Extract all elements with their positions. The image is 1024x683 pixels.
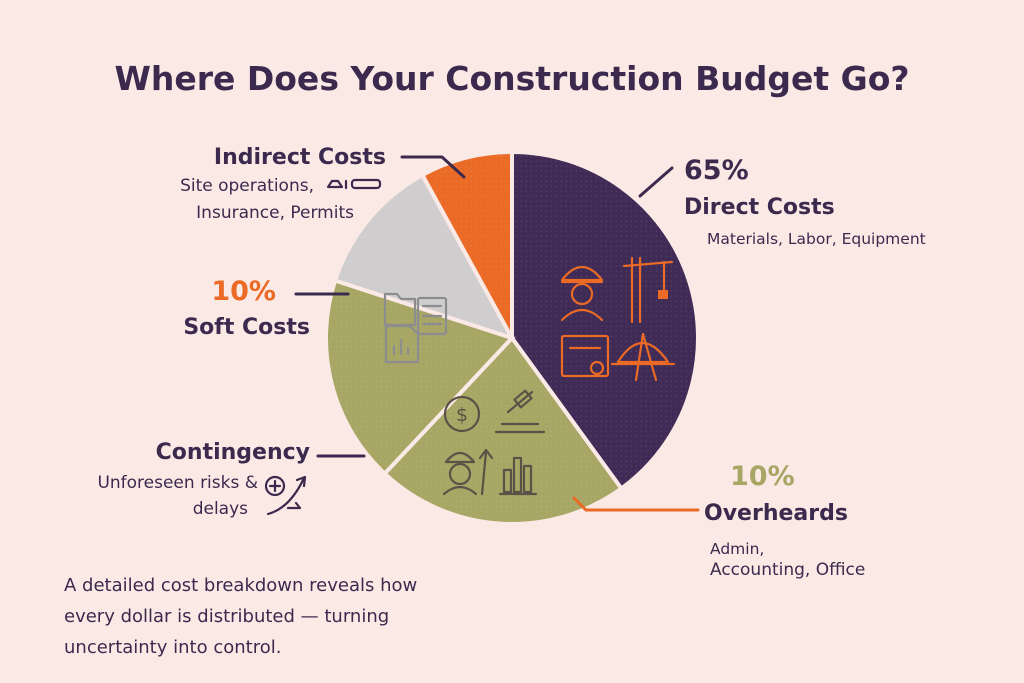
overheads-description-line-1: Admin, <box>710 540 764 558</box>
overheads-description-line-2: Accounting, Office <box>710 560 865 580</box>
caption-line-3: uncertainty into control. <box>64 637 281 658</box>
direct-costs-label: Direct Costs <box>684 195 835 220</box>
caption-line-1: A detailed cost breakdown reveals how <box>64 575 417 596</box>
contingency-description-line-1: Unforeseen risks & <box>97 473 258 493</box>
leader-lines <box>294 155 700 512</box>
contingency-description-line-2: delays <box>193 499 248 519</box>
growth-bars-icon <box>498 456 538 496</box>
engineer-icon <box>442 448 494 496</box>
overheads-label: Overheards <box>704 501 848 526</box>
overheads-percent: 10% <box>730 461 795 492</box>
soft-costs-label: Soft Costs <box>183 315 310 340</box>
risk-arrows-icon <box>264 475 307 516</box>
pie-slice-texture-4 <box>422 152 512 338</box>
direct-costs-description: Materials, Labor, Equipment <box>707 230 926 248</box>
crane-icon <box>622 256 674 324</box>
gavel-icon <box>494 389 546 434</box>
direct-costs-icons <box>560 256 676 382</box>
hard-hat-tools-icon <box>610 332 676 382</box>
direct-costs-percent: 65% <box>684 155 749 186</box>
pie-slices <box>324 149 700 526</box>
folder-icon <box>383 292 417 327</box>
pie-slice-texture-0 <box>512 152 699 489</box>
indirect-costs-label: Indirect Costs <box>214 145 386 170</box>
site-vehicles-icon <box>326 178 382 190</box>
soft-costs-percent: 10% <box>211 276 276 307</box>
caption-line-2: every dollar is distributed — turning <box>64 606 389 627</box>
worker-helmet-icon <box>560 265 604 322</box>
blueprint-icon <box>560 334 610 378</box>
pie-slice-texture-3 <box>335 175 512 338</box>
overheads-icons: $ <box>442 389 546 496</box>
soft-costs-icons <box>383 292 448 364</box>
chart-title: Where Does Your Construction Budget Go? <box>114 59 909 98</box>
svg-text:$: $ <box>456 404 468 426</box>
calculator-icon <box>416 296 448 336</box>
report-document-icon <box>384 324 420 364</box>
indirect-costs-description-line-2: Insurance, Permits <box>196 203 354 223</box>
contingency-label: Contingency <box>156 440 310 465</box>
dollar-coin-icon: $ <box>443 395 481 433</box>
indirect-costs-description-line-1: Site operations, <box>180 176 314 196</box>
pie-slice-texture-2 <box>325 280 512 474</box>
